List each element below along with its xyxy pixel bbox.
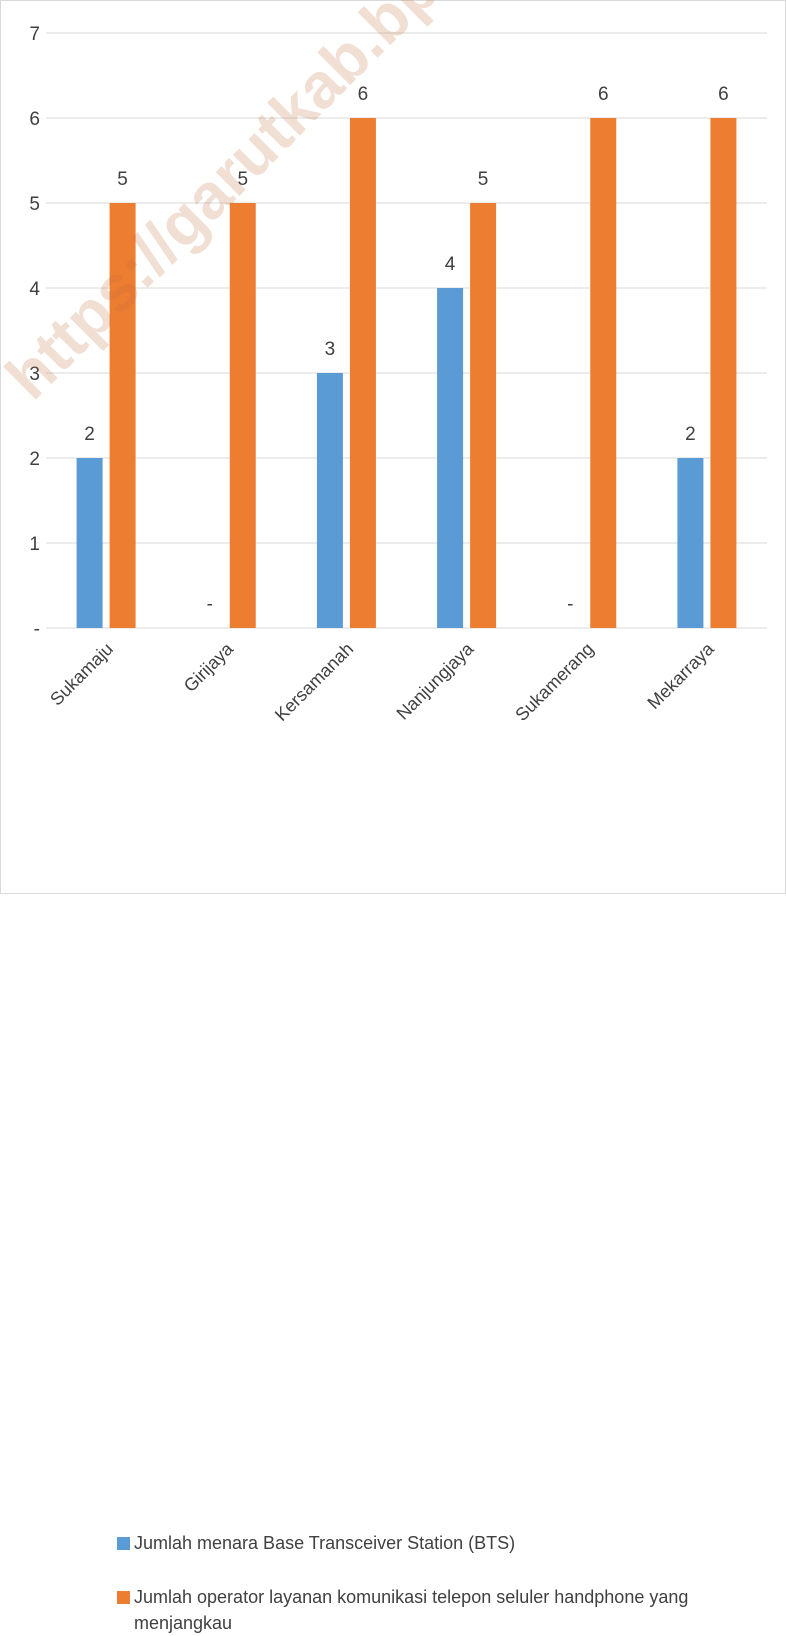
data-label-operator-nanjungjaya: 5 — [478, 169, 489, 190]
bar-operator-girijaya — [229, 203, 256, 628]
x-tick-label-nanjungjaya: Nanjungjaya — [393, 638, 479, 724]
data-label-operator-sukamerang: 6 — [598, 84, 609, 105]
data-label-bts-girijaya: - — [207, 594, 213, 615]
y-tick-label-6: 6 — [29, 109, 40, 130]
y-tick-label-1: 1 — [29, 534, 40, 555]
bar-bts-nanjungjaya — [437, 288, 464, 628]
legend-label-operator: Jumlah operator layanan komunikasi telep… — [134, 1587, 689, 1633]
legend-swatch-bts — [117, 1537, 130, 1550]
bar-operator-sukamerang — [590, 118, 617, 628]
y-tick-label-0: - — [34, 619, 40, 640]
y-tick-label-2: 2 — [29, 449, 40, 470]
x-tick-label-sukamerang: Sukamerang — [511, 639, 597, 725]
bar-operator-mekarraya — [710, 118, 737, 628]
data-label-operator-girijaya: 5 — [237, 169, 248, 190]
data-label-operator-sukamaju: 5 — [117, 169, 128, 190]
bar-bts-sukamaju — [76, 458, 103, 628]
legend-swatch-operator — [117, 1591, 130, 1604]
x-tick-label-sukamaju: Sukamaju — [46, 639, 117, 710]
legend-label-bts: Jumlah menara Base Transceiver Station (… — [134, 1533, 516, 1553]
legend-item-bts: Jumlah menara Base Transceiver Station (… — [117, 1530, 515, 1556]
bar-chart: -123456725Sukamaju-5Girijaya36Kersamanah… — [29, 24, 767, 725]
legend-item-operator: Jumlah operator layanan komunikasi telep… — [117, 1584, 767, 1636]
y-tick-label-3: 3 — [29, 364, 40, 385]
bar-bts-kersamanah — [316, 373, 343, 628]
bar-bts-mekarraya — [677, 458, 704, 628]
data-label-bts-nanjungjaya: 4 — [445, 254, 456, 275]
bar-operator-sukamaju — [109, 203, 136, 628]
bar-operator-nanjungjaya — [470, 203, 497, 628]
y-tick-label-5: 5 — [29, 194, 40, 215]
data-label-bts-sukamaju: 2 — [84, 424, 95, 445]
data-label-bts-kersamanah: 3 — [325, 339, 336, 360]
y-tick-label-4: 4 — [29, 279, 40, 300]
x-tick-label-kersamanah: Kersamanah — [271, 639, 357, 725]
data-label-bts-mekarraya: 2 — [685, 424, 696, 445]
data-label-bts-sukamerang: - — [567, 594, 573, 615]
x-tick-label-girijaya: Girijaya — [180, 638, 238, 696]
bar-operator-kersamanah — [349, 118, 376, 628]
y-tick-label-7: 7 — [29, 24, 40, 45]
x-tick-label-mekarraya: Mekarraya — [643, 638, 718, 713]
data-label-operator-mekarraya: 6 — [718, 84, 729, 105]
data-label-operator-kersamanah: 6 — [358, 84, 369, 105]
